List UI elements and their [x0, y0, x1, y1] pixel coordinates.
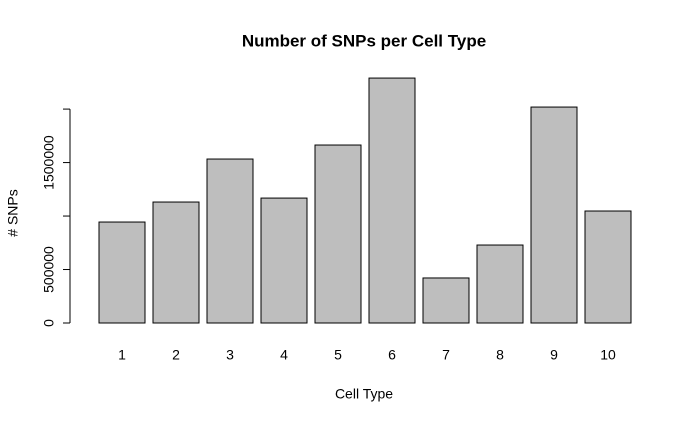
bar — [206, 158, 254, 324]
bar — [584, 210, 632, 324]
x-tick-label: 1 — [118, 347, 126, 363]
x-tick-label: 8 — [496, 347, 504, 363]
y-axis-label: # SNPs — [5, 189, 21, 236]
x-tick-label: 7 — [442, 347, 450, 363]
y-tick-label: 1500000 — [41, 135, 57, 190]
x-tick-label: 5 — [334, 347, 342, 363]
x-tick-label: 2 — [172, 347, 180, 363]
bar — [152, 201, 200, 324]
bar — [422, 277, 470, 324]
bar — [368, 77, 416, 324]
chart-title: Number of SNPs per Cell Type — [242, 31, 486, 50]
x-tick-label: 6 — [388, 347, 396, 363]
y-tick-label: 500000 — [41, 246, 57, 293]
x-tick-label: 3 — [226, 347, 234, 363]
bar — [530, 106, 578, 324]
x-axis-label: Cell Type — [335, 386, 393, 402]
bar — [314, 144, 362, 324]
bar — [260, 197, 308, 324]
x-tick-label: 4 — [280, 347, 288, 363]
bar — [476, 244, 524, 324]
y-tick-label: 0 — [41, 319, 57, 327]
bar — [98, 221, 146, 324]
x-tick-label: 9 — [550, 347, 558, 363]
x-tick-label: 10 — [600, 347, 616, 363]
